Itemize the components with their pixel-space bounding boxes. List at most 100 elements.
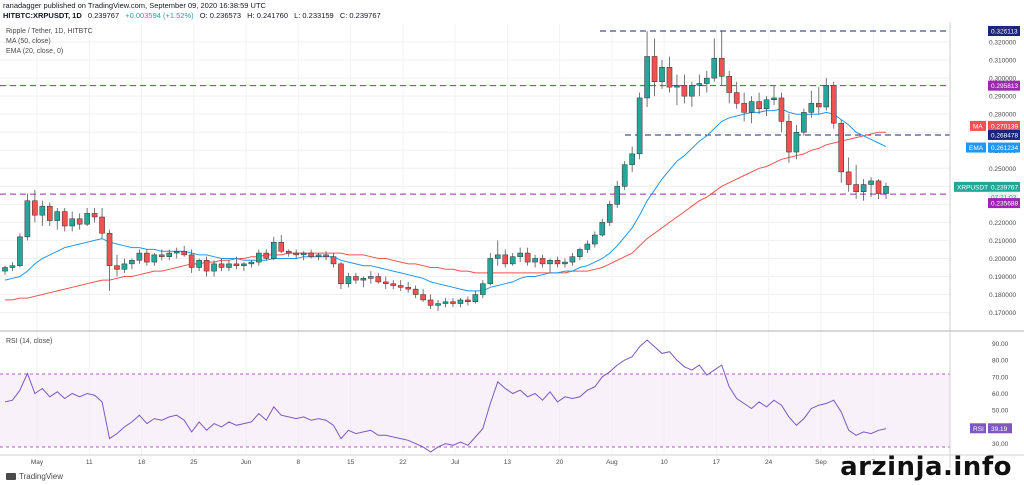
rsi-line — [4, 339, 887, 453]
candle-body — [54, 211, 61, 221]
candle — [69, 211, 75, 232]
candle — [360, 276, 367, 288]
time-tick: 8 — [297, 459, 301, 466]
candle — [465, 296, 471, 306]
candle-body — [256, 252, 262, 263]
candle — [345, 272, 352, 288]
candle-body — [24, 200, 31, 238]
candle — [17, 233, 23, 268]
candle-body — [308, 252, 314, 257]
time-tick: 15 — [347, 459, 355, 466]
candle — [659, 60, 665, 89]
price-tick: 0.320000 — [989, 40, 1016, 47]
candle — [442, 298, 449, 308]
candle — [801, 108, 807, 136]
candle-body — [218, 263, 225, 268]
candle — [838, 119, 844, 183]
chart-title: Ripple / Tether, 1D, HITBTC — [6, 28, 93, 35]
candle — [599, 218, 606, 237]
tag-ma-label: MA — [970, 120, 986, 131]
time-tick: 11 — [86, 459, 93, 466]
candle — [32, 189, 38, 223]
rsi-legend[interactable]: RSI (14, close) — [6, 338, 53, 345]
candle — [614, 180, 621, 208]
tag-price-value-text: 0.239767 — [991, 184, 1018, 191]
price-tick: 0.220000 — [989, 220, 1016, 227]
candle — [868, 177, 874, 198]
candle — [748, 96, 755, 124]
candle-body — [390, 283, 397, 286]
candle — [203, 256, 210, 277]
candle-body — [853, 184, 859, 192]
candle — [129, 258, 135, 270]
ema-legend[interactable]: EMA (20, close, 0) — [6, 48, 64, 55]
candle — [368, 271, 374, 284]
candle — [830, 81, 837, 129]
candle — [845, 157, 852, 192]
candle-body — [233, 263, 240, 266]
candle — [435, 299, 441, 311]
time-tick: 24 — [765, 459, 773, 466]
candle-body — [442, 301, 449, 304]
tag-countdown-bg — [988, 191, 1018, 202]
time-tick: Aug — [606, 459, 618, 466]
candle — [315, 253, 322, 261]
candle — [696, 74, 703, 97]
candle-body — [494, 254, 501, 259]
candle-body — [420, 294, 426, 301]
price-tick: 0.210000 — [989, 238, 1016, 245]
candle — [293, 249, 299, 259]
axis-currency: USDT — [994, 27, 1012, 34]
candle-body — [771, 97, 777, 100]
candle — [860, 179, 867, 201]
candle-body — [651, 56, 658, 82]
candle-body — [517, 252, 523, 257]
candle-body — [659, 67, 665, 82]
candle-body — [435, 303, 441, 306]
candle-body — [241, 263, 247, 266]
candle — [644, 31, 650, 107]
time-tick: 25 — [190, 459, 198, 466]
candle — [158, 249, 165, 261]
time-tick: Sep — [815, 459, 827, 466]
candle-body — [368, 276, 374, 279]
ma-legend[interactable]: MA (50, close) — [6, 38, 51, 45]
tradingview-brand[interactable]: TradingView — [6, 472, 63, 481]
time-tick: 18 — [138, 459, 146, 466]
candle — [91, 207, 98, 223]
candle — [330, 253, 337, 268]
candle-body — [793, 131, 800, 153]
candle-body — [547, 260, 553, 265]
candle-body — [532, 258, 538, 263]
candle-body — [569, 256, 576, 263]
candle — [718, 31, 725, 86]
candle — [427, 294, 434, 309]
candle-body — [405, 287, 411, 290]
candle — [577, 247, 583, 261]
candle — [144, 249, 150, 266]
candle-body — [823, 85, 830, 108]
tag-mid-line-bg — [988, 80, 1020, 91]
candle-body — [726, 76, 733, 93]
candle-body — [427, 299, 434, 306]
candle — [666, 56, 673, 93]
candle-body — [487, 258, 494, 284]
price-tags: 0.326113 0.295813 MA 0.270139 0.268478 EMA 0.2… — [954, 26, 1020, 434]
price-tick: 0.170000 — [989, 310, 1016, 317]
candle-body — [166, 252, 173, 257]
candle-body — [614, 186, 621, 205]
tag-ma-value-text: 0.270139 — [991, 123, 1018, 130]
tag-ema-value: 0.261234 — [988, 142, 1020, 153]
tag-ema-label: EMA — [966, 142, 986, 153]
candle-body — [711, 58, 718, 79]
tag-ma-label-text: MA — [973, 123, 983, 130]
candle — [480, 280, 486, 299]
price-tick: 0.290000 — [989, 94, 1016, 101]
candle-body — [114, 265, 120, 270]
candle — [532, 254, 538, 268]
tag-countdown: 07:21:03 — [988, 191, 1018, 202]
candle-body — [263, 252, 270, 259]
price-change: +0.003594 (+1.52%) — [125, 11, 194, 20]
candle-body — [203, 260, 210, 272]
